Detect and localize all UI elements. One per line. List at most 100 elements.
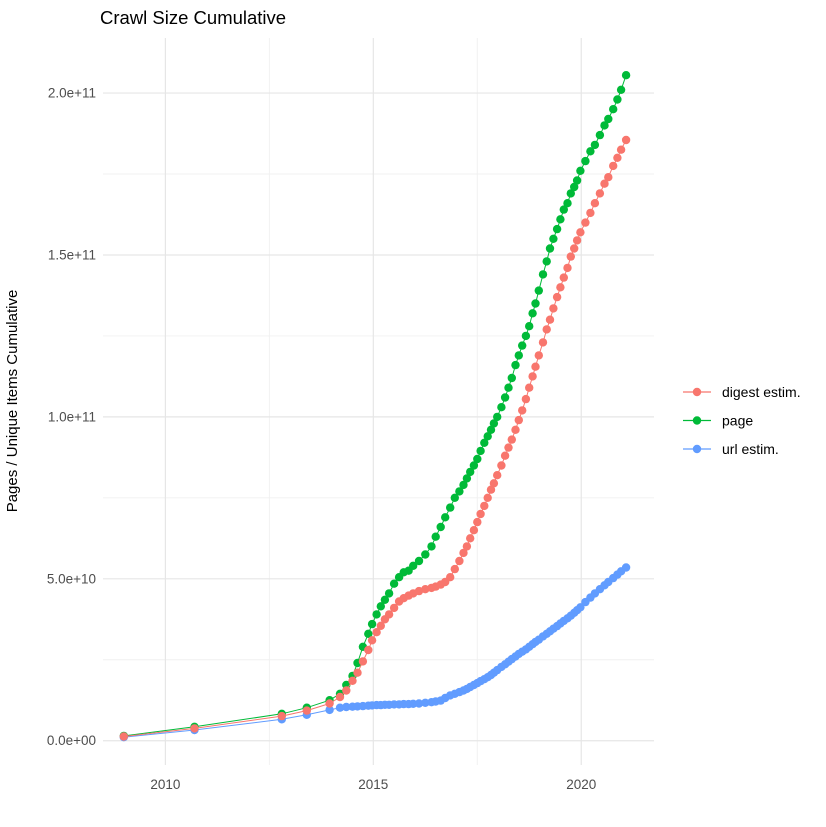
data-point: [563, 263, 572, 273]
data-point: [563, 199, 572, 208]
chart-title: Crawl Size Cumulative: [100, 7, 286, 28]
data-point: [376, 621, 385, 630]
data-point: [119, 732, 128, 741]
legend-entry-page: page: [683, 413, 753, 429]
data-point: [570, 244, 579, 253]
data-point: [514, 351, 523, 360]
data-point: [469, 461, 479, 470]
x-tick-label: 2015: [358, 777, 388, 792]
data-point: [335, 692, 345, 702]
data-point: [473, 517, 482, 527]
data-point: [483, 432, 492, 441]
data-point: [500, 393, 510, 402]
data-point: [421, 550, 430, 559]
data-point: [493, 471, 502, 480]
data-point: [534, 351, 543, 360]
data-point: [576, 166, 585, 175]
data-point: [613, 153, 622, 162]
data-point: [538, 338, 548, 347]
data-point: [302, 706, 311, 715]
data-point: [462, 474, 472, 483]
data-point: [473, 454, 482, 464]
data-point: [621, 71, 631, 80]
data-point: [572, 236, 582, 245]
data-point: [511, 425, 520, 434]
data-point: [421, 698, 430, 707]
data-point: [556, 283, 565, 292]
legend-key-point: [692, 416, 702, 425]
data-point: [353, 668, 362, 677]
data-point: [462, 542, 472, 551]
data-point: [518, 341, 527, 350]
y-tick-label: 2.0e+11: [48, 86, 96, 101]
data-point: [570, 182, 579, 192]
series-digest-estim-: [119, 135, 631, 741]
data-point: [436, 522, 445, 532]
data-point: [586, 147, 595, 156]
data-point: [500, 451, 510, 460]
data-point: [576, 603, 585, 612]
data-point: [483, 493, 492, 502]
data-point: [556, 215, 565, 224]
data-point: [576, 228, 585, 237]
data-point: [342, 702, 351, 712]
data-point: [376, 602, 385, 611]
data-point: [586, 208, 595, 218]
data-point: [190, 724, 199, 733]
x-tick-label: 2010: [150, 777, 180, 792]
data-point: [521, 331, 531, 341]
data-point: [600, 121, 609, 130]
y-tick-label: 1.0e+11: [48, 409, 96, 424]
data-point: [590, 140, 600, 150]
data-point: [446, 503, 455, 512]
data-point: [486, 485, 496, 494]
data-point: [348, 676, 357, 685]
data-point: [325, 705, 334, 715]
data-point: [364, 629, 373, 638]
data-point: [507, 373, 516, 383]
data-point: [335, 703, 345, 712]
data-point: [486, 425, 496, 434]
x-tick-label: 2020: [566, 777, 596, 792]
legend-entry-digest-estim-: digest estim.: [683, 384, 801, 400]
data-point: [616, 85, 626, 95]
data-point: [455, 487, 464, 496]
legend: digest estim. page url estim.: [683, 384, 801, 457]
series-layer: [119, 71, 631, 742]
data-point: [507, 435, 516, 444]
data-point: [545, 315, 555, 324]
data-point: [389, 579, 399, 588]
data-point: [277, 711, 286, 721]
data-point: [459, 548, 468, 558]
data-point: [534, 286, 543, 295]
data-point: [504, 383, 513, 392]
minor-gridlines: [103, 38, 654, 765]
data-point: [367, 619, 377, 629]
data-point: [504, 443, 513, 452]
data-point: [609, 161, 618, 171]
data-point: [476, 446, 485, 456]
data-point: [613, 95, 622, 104]
data-point: [572, 176, 582, 185]
data-point: [325, 699, 334, 708]
data-point: [497, 461, 506, 470]
y-axis-tick-labels: 0.0e+00 5.0e+10 1.0e+11 1.5e+11 2.0e+11: [47, 86, 96, 749]
legend-label: page: [722, 413, 753, 429]
data-point: [489, 419, 499, 428]
data-point: [559, 273, 568, 282]
data-point: [609, 105, 618, 114]
data-point: [525, 322, 534, 331]
data-point: [372, 628, 381, 637]
data-point: [559, 205, 568, 214]
data-point: [528, 309, 537, 318]
data-point: [552, 292, 562, 302]
y-tick-label: 1.5e+11: [48, 247, 96, 262]
data-point: [518, 406, 527, 415]
series-url-estim-: [119, 563, 631, 742]
data-point: [441, 513, 450, 522]
data-point: [566, 252, 575, 261]
data-point: [552, 224, 562, 234]
data-point: [414, 556, 424, 566]
